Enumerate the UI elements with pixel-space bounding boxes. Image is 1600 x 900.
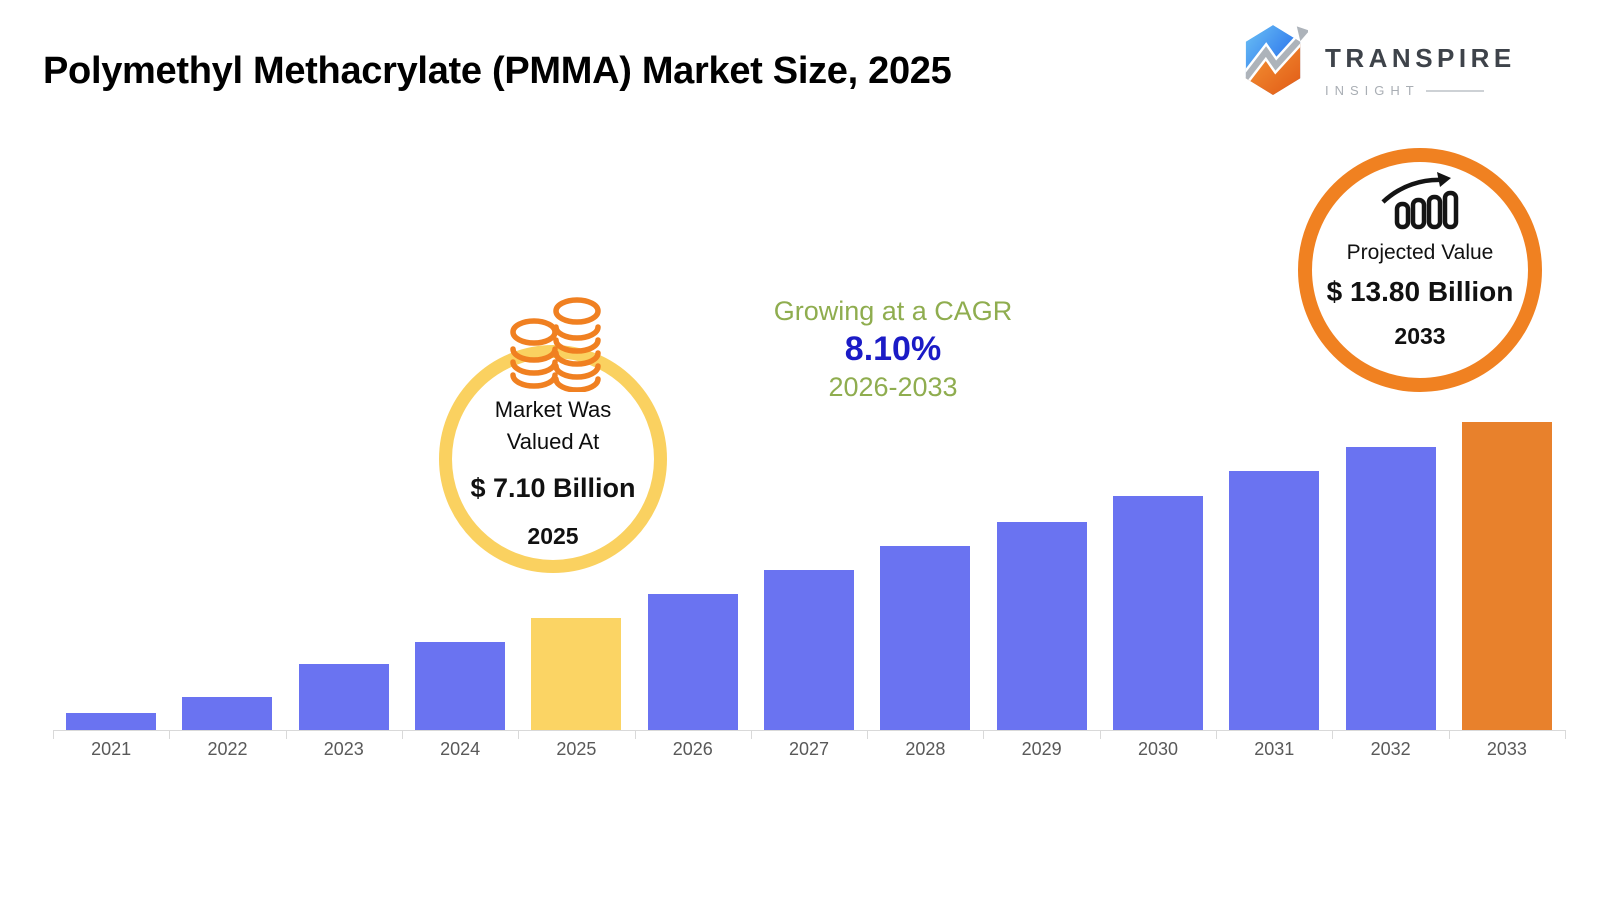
x-tick-label-2027: 2027 <box>789 739 830 759</box>
x-tick-label-2026: 2026 <box>672 739 713 759</box>
bar-2023 <box>298 664 389 730</box>
bar-2029 <box>996 522 1087 730</box>
bar-2026 <box>647 594 738 730</box>
x-axis-line <box>53 730 1565 731</box>
bar-slot-2025 <box>518 618 634 730</box>
x-tick-label-2025: 2025 <box>556 739 597 759</box>
bar-slot-2031 <box>1216 471 1332 730</box>
x-tick-label-2024: 2024 <box>440 739 481 759</box>
x-tick-label-2023: 2023 <box>323 739 364 759</box>
coins-icon <box>507 294 603 393</box>
x-axis-tick <box>285 730 287 739</box>
valued-amount: $ 7.10 Billion <box>470 473 636 503</box>
bar-slot-2028 <box>867 546 983 730</box>
x-tick-label-2022: 2022 <box>207 739 248 759</box>
projected-label: Projected Value <box>1346 241 1494 264</box>
bar-2025 <box>531 618 622 730</box>
bar-2032 <box>1345 447 1436 730</box>
logo-tagline: INSIGHT <box>1325 83 1420 98</box>
bar-slot-2032 <box>1332 447 1448 730</box>
bar-slot-2024 <box>402 642 518 730</box>
x-tick-label-2032: 2032 <box>1370 739 1411 759</box>
cagr-value: 8.10% <box>844 330 942 368</box>
bar-slot-2027 <box>751 570 867 730</box>
x-axis-tick <box>1332 730 1334 739</box>
x-axis-tick <box>634 730 636 739</box>
x-axis-tick <box>169 730 171 739</box>
logo-hexagon-arrow-icon <box>1238 22 1310 103</box>
logo-text: TRANSPIRE INSIGHT <box>1325 22 1516 98</box>
growth-chart-icon <box>1381 171 1459 236</box>
cagr-block: Growing at a CAGR 8.10% 2026-2033 <box>733 295 1053 403</box>
bar-2021 <box>66 713 157 730</box>
x-axis-tick <box>1565 730 1566 739</box>
valued-year: 2025 <box>527 523 579 549</box>
bar-slot-2022 <box>169 697 285 730</box>
x-axis-tick <box>401 730 403 739</box>
x-axis-tick <box>1099 730 1101 739</box>
bar-slot-2023 <box>286 664 402 730</box>
x-axis-tick <box>867 730 869 739</box>
bar-slot-2021 <box>53 713 169 730</box>
bar-slot-2026 <box>635 594 751 730</box>
bar-2033 <box>1461 422 1552 730</box>
x-axis-tick <box>1216 730 1218 739</box>
logo-rule <box>1425 89 1484 92</box>
x-axis-tick <box>750 730 752 739</box>
x-axis-tick <box>53 730 54 739</box>
x-labels-row: 2021 2022 2023 2024 2025 2026 2027 2028 2029 2030… <box>53 739 1565 760</box>
bar-2031 <box>1229 471 1320 730</box>
bar-2022 <box>182 697 273 730</box>
bar-slot-2029 <box>984 522 1100 730</box>
cagr-period: 2026-2033 <box>828 372 958 402</box>
bar-2027 <box>764 570 855 730</box>
valued-line2: Valued At <box>506 429 600 454</box>
x-tick-label-2031: 2031 <box>1254 739 1295 759</box>
x-axis-tick <box>1448 730 1450 739</box>
x-axis-tick <box>518 730 520 739</box>
valued-line1: Market Was <box>494 397 612 422</box>
x-tick-label-2028: 2028 <box>905 739 946 759</box>
logo-brand: TRANSPIRE <box>1325 43 1516 73</box>
x-axis-tick <box>983 730 985 739</box>
cagr-label: Growing at a CAGR <box>773 296 1013 326</box>
x-tick-label-2033: 2033 <box>1486 739 1527 759</box>
bar-2024 <box>415 642 506 730</box>
x-tick-label-2021: 2021 <box>91 739 132 759</box>
brand-logo: TRANSPIRE INSIGHT <box>1238 22 1516 103</box>
x-axis-ticks <box>53 730 1566 739</box>
bars-row <box>53 395 1565 730</box>
bar-slot-2033 <box>1449 422 1565 730</box>
x-tick-label-2030: 2030 <box>1137 739 1178 759</box>
bar-slot-2030 <box>1100 496 1216 730</box>
page-title: Polymethyl Methacrylate (PMMA) Market Si… <box>43 50 952 92</box>
x-tick-label-2029: 2029 <box>1021 739 1062 759</box>
projected-2033-circle: Projected Value $ 13.80 Billion 2033 <box>1298 148 1542 392</box>
bar-2028 <box>880 546 971 730</box>
projected-amount: $ 13.80 Billion <box>1326 276 1514 307</box>
projected-year: 2033 <box>1394 323 1446 349</box>
bar-2030 <box>1112 496 1203 730</box>
